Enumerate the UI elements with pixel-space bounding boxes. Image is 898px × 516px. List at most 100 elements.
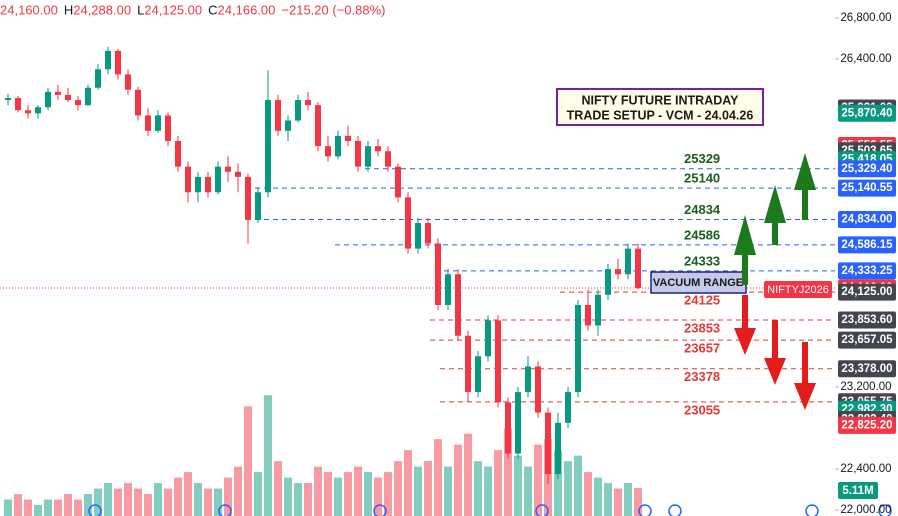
price-tag-label: 23,657.05 bbox=[841, 334, 893, 346]
candle-body bbox=[515, 392, 521, 454]
price-tag bbox=[838, 179, 896, 197]
price-tag bbox=[838, 104, 896, 122]
volume-bar bbox=[564, 461, 572, 516]
volume-bar bbox=[284, 477, 292, 516]
candle-body bbox=[25, 110, 31, 114]
volume-bar bbox=[364, 472, 372, 516]
volume-bar bbox=[584, 472, 592, 516]
candle-body bbox=[575, 304, 581, 393]
price-tag bbox=[838, 331, 896, 349]
candle-body bbox=[105, 50, 111, 70]
candle-body bbox=[525, 366, 531, 393]
price-tag bbox=[838, 262, 896, 280]
candle-body bbox=[315, 105, 321, 147]
volume-bar bbox=[34, 505, 42, 516]
volume-bar bbox=[274, 461, 282, 516]
candle-body bbox=[475, 356, 481, 393]
up-arrow bbox=[764, 185, 786, 245]
volume-bar bbox=[44, 499, 52, 516]
level-label: 23055 bbox=[684, 402, 720, 417]
candle-body bbox=[595, 294, 601, 326]
y-tick-label: 23,200.00 bbox=[840, 381, 891, 393]
price-tag-label: 23,378.00 bbox=[841, 363, 892, 375]
event-icon bbox=[805, 504, 819, 516]
candle-body bbox=[145, 115, 151, 131]
volume-bar bbox=[614, 488, 622, 516]
volume-bar bbox=[324, 472, 332, 516]
candle-body bbox=[155, 115, 161, 131]
volume-bar bbox=[84, 494, 92, 516]
price-tag-label: 25,329.40 bbox=[841, 163, 892, 175]
candle-body bbox=[195, 176, 201, 193]
candle-body bbox=[45, 91, 51, 108]
candle-body bbox=[135, 89, 141, 116]
volume-bar bbox=[14, 494, 22, 516]
candle-body bbox=[255, 192, 261, 220]
volume-bar bbox=[164, 488, 172, 516]
header-key: C bbox=[208, 2, 217, 17]
candle-body bbox=[635, 248, 641, 288]
candle-body bbox=[355, 141, 361, 167]
candle-body bbox=[505, 402, 511, 454]
candle-body bbox=[585, 304, 591, 326]
down-arrow bbox=[794, 342, 816, 410]
volume-bar bbox=[414, 466, 422, 516]
candle-body bbox=[335, 135, 341, 157]
price-tag-label: 23,853.60 bbox=[841, 314, 892, 326]
volume-bar bbox=[334, 477, 342, 516]
candle-body bbox=[565, 392, 571, 423]
event-icon bbox=[638, 504, 652, 516]
volume-bar bbox=[384, 472, 392, 516]
down-arrow bbox=[734, 295, 756, 355]
title-frame bbox=[556, 88, 764, 126]
header-value: 24,125.00 bbox=[144, 2, 202, 17]
price-tag bbox=[838, 283, 896, 301]
up-arrow bbox=[734, 215, 756, 285]
candle-body bbox=[545, 412, 551, 475]
volume-bar bbox=[404, 450, 412, 516]
price-tag-label: 25,870.40 bbox=[841, 107, 892, 119]
candle-body bbox=[125, 74, 131, 90]
event-icon bbox=[878, 504, 892, 516]
event-icon bbox=[373, 504, 387, 516]
candle-body bbox=[375, 146, 381, 152]
candle-body bbox=[535, 366, 541, 413]
arrows bbox=[734, 153, 816, 410]
volume-bar bbox=[54, 499, 62, 516]
volume-bar bbox=[344, 472, 352, 516]
header-value: 24,160.00 bbox=[0, 2, 58, 17]
volume-bar bbox=[194, 483, 202, 516]
candle-body bbox=[325, 146, 331, 157]
volume-bar bbox=[124, 483, 132, 516]
candle-body bbox=[275, 100, 281, 131]
volume-bar bbox=[234, 466, 242, 516]
price-tag bbox=[838, 211, 896, 229]
volume-bar bbox=[144, 494, 152, 516]
volume-tag-label: 5.11M bbox=[842, 485, 873, 497]
volume-bar bbox=[354, 466, 362, 516]
symbol-label: NIFTYJ2026 bbox=[767, 284, 829, 296]
event-icon bbox=[668, 504, 682, 516]
volume-bar bbox=[4, 499, 12, 516]
header-value: 24,288.00 bbox=[73, 2, 131, 17]
volume-tag bbox=[838, 482, 878, 499]
level-label: 24333 bbox=[684, 253, 720, 268]
level-label: 25329 bbox=[684, 151, 720, 166]
volume-bar bbox=[474, 461, 482, 516]
candle-body bbox=[205, 176, 211, 193]
candle-body bbox=[385, 151, 391, 167]
range-label: VACUUM RANGE bbox=[653, 277, 743, 289]
volume-bar bbox=[464, 433, 472, 516]
volume-bar bbox=[624, 483, 632, 516]
price-tag bbox=[838, 416, 896, 434]
volume-bar bbox=[134, 488, 142, 516]
volume-bar bbox=[184, 472, 192, 516]
bottom-icons bbox=[88, 504, 892, 516]
y-tick-label: 26,800.00 bbox=[840, 12, 891, 24]
candle-body bbox=[555, 422, 561, 475]
price-tag-label: 22,825.20 bbox=[841, 419, 892, 431]
level-label: 24125 bbox=[684, 293, 720, 308]
volume-bar bbox=[154, 483, 162, 516]
candle-body bbox=[295, 100, 301, 121]
